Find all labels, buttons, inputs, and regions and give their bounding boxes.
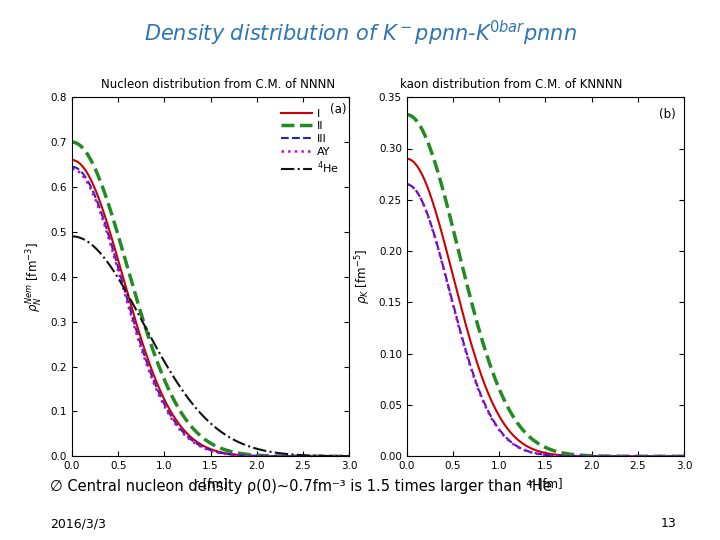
Text: Nucleon distribution from C.M. of NNNN: Nucleon distribution from C.M. of NNNN [101,78,335,91]
Text: ∅ Central nucleon density ρ(0)~0.7fm⁻³ is 1.5 times larger than ⁴He: ∅ Central nucleon density ρ(0)~0.7fm⁻³ i… [50,479,552,494]
Y-axis label: $\rho_K$ [fm$^{-5}$]: $\rho_K$ [fm$^{-5}$] [354,249,373,305]
Y-axis label: $\rho_N^{Nem}$ [fm$^{-3}$]: $\rho_N^{Nem}$ [fm$^{-3}$] [25,242,45,312]
Text: 13: 13 [661,517,677,530]
Legend: I, II, III, AY, $^4$He: I, II, III, AY, $^4$He [279,106,341,179]
Text: Density distribution of K$^-$ppnn-K$^{0bar}$pnnn: Density distribution of K$^-$ppnn-K$^{0b… [143,19,577,48]
X-axis label: r [fm]: r [fm] [194,477,228,490]
X-axis label: r [fm]: r [fm] [528,477,562,490]
Text: kaon distribution from C.M. of KNNNN: kaon distribution from C.M. of KNNNN [400,78,622,91]
Text: (a): (a) [330,103,346,116]
Text: (b): (b) [659,108,675,121]
Text: 2016/3/3: 2016/3/3 [50,517,107,530]
